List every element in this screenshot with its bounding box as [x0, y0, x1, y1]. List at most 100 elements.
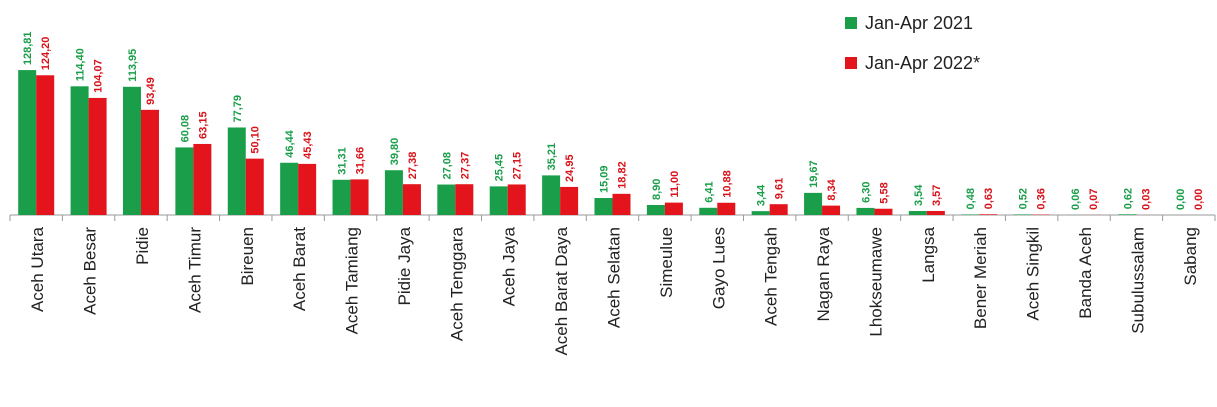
bar-2022-aceh-barat [298, 163, 317, 215]
x-tick-label-aceh-utara: Aceh Utara [28, 226, 47, 312]
legend-item-2021: Jan-Apr 2021 [845, 10, 980, 36]
data-label-2021-subulussalam: 0,62 [1122, 188, 1134, 209]
x-tick-label-gayo-lues: Gayo Lues [709, 227, 728, 309]
x-tick-label-bener-meriah: Bener Meriah [971, 227, 990, 329]
bar-2022-aceh-tamiang [350, 179, 369, 215]
data-label-2021-bener-meriah: 0,48 [965, 188, 977, 209]
bar-2021-aceh-barat [280, 162, 299, 215]
data-label-2021-sabang: 0,00 [1175, 189, 1187, 210]
data-label-2022-aceh-selatan: 18,82 [617, 161, 629, 189]
bar-2021-aceh-jaya [489, 186, 508, 215]
bar-2022-aceh-tengah [769, 204, 788, 215]
bar-2022-aceh-tenggara [455, 184, 474, 215]
bar-2021-aceh-tengah [751, 211, 770, 215]
data-label-2021-lhokseumawe: 6,30 [860, 181, 872, 202]
bar-2021-nagan-raya [804, 192, 823, 215]
bar-2022-aceh-timur [193, 143, 212, 215]
data-label-2021-aceh-jaya: 25,45 [494, 154, 506, 182]
x-tick-label-aceh-besar: Aceh Besar [81, 227, 100, 315]
data-label-2022-aceh-tamiang: 31,66 [355, 147, 367, 175]
data-label-2022-aceh-timur: 63,15 [197, 111, 209, 139]
bar-2022-pidie-jaya [402, 184, 421, 215]
data-label-2022-sabang: 0,00 [1193, 189, 1205, 210]
x-tick-label-banda-aceh: Banda Aceh [1076, 227, 1095, 319]
x-tick-label-aceh-tenggara: Aceh Tenggara [447, 226, 466, 341]
x-tick-label-aceh-barat: Aceh Barat [290, 227, 309, 311]
data-label-2021-aceh-barat-daya: 35,21 [546, 143, 558, 171]
data-label-2022-pidie: 93,49 [145, 77, 157, 105]
legend-swatch-2022 [845, 57, 857, 69]
bar-2022-aceh-jaya [507, 184, 526, 215]
data-label-2022-aceh-jaya: 27,15 [512, 152, 524, 180]
x-tick-label-lhokseumawe: Lhokseumawe [866, 227, 885, 337]
x-tick-label-aceh-singkil: Aceh Singkil [1024, 227, 1043, 321]
bar-2022-simeulue [664, 202, 683, 215]
data-label-2022-langsa: 3,57 [931, 185, 943, 206]
bar-2021-pidie-jaya [384, 170, 403, 215]
x-tick-label-aceh-selatan: Aceh Selatan [605, 227, 624, 328]
data-label-2021-gayo-lues: 6,41 [703, 181, 715, 202]
bar-2021-aceh-barat-daya [542, 175, 561, 215]
x-tick-label-pidie-jaya: Pidie Jaya [395, 226, 414, 305]
data-label-2021-aceh-tenggara: 27,08 [441, 152, 453, 180]
bar-2022-aceh-besar [88, 97, 107, 215]
x-tick-label-aceh-barat-daya: Aceh Barat Daya [552, 226, 571, 355]
bar-2021-aceh-timur [175, 147, 194, 215]
data-label-2021-banda-aceh: 0,06 [1070, 189, 1082, 210]
legend-label-2021: Jan-Apr 2021 [865, 12, 974, 33]
x-tick-label-langsa: Langsa [919, 226, 938, 282]
bar-2021-pidie [122, 86, 141, 216]
data-label-2021-aceh-tengah: 3,44 [756, 184, 768, 206]
x-tick-label-pidie: Pidie [133, 227, 152, 265]
bar-2021-bener-meriah [961, 214, 980, 215]
x-tick-label-aceh-timur: Aceh Timur [185, 227, 204, 313]
x-tick-label-aceh-tamiang: Aceh Tamiang [343, 227, 362, 334]
bar-2021-bireuen [227, 127, 246, 215]
bar-2022-pidie [140, 109, 159, 215]
data-label-2021-aceh-selatan: 15,09 [599, 165, 611, 193]
data-label-2022-aceh-barat-daya: 24,95 [564, 154, 576, 182]
data-label-2021-simeulue: 8,90 [651, 179, 663, 200]
bar-2021-langsa [908, 211, 927, 215]
data-label-2022-simeulue: 11,00 [669, 171, 681, 198]
bar-2022-langsa [926, 210, 945, 215]
bar-2022-nagan-raya [822, 205, 841, 215]
bar-2022-aceh-utara [36, 75, 55, 216]
data-label-2022-aceh-singkil: 0,36 [1036, 188, 1048, 209]
bar-2021-lhokseumawe [856, 207, 875, 215]
x-tick-label-aceh-tengah: Aceh Tengah [762, 227, 781, 326]
x-tick-label-subulussalam: Subulussalam [1128, 227, 1147, 334]
data-label-2022-banda-aceh: 0,07 [1088, 188, 1100, 209]
legend-item-2022: Jan-Apr 2022* [845, 50, 980, 76]
bar-2021-simeulue [646, 204, 665, 215]
bar-2021-aceh-besar [70, 86, 89, 215]
data-label-2021-aceh-timur: 60,08 [179, 115, 191, 143]
data-label-2021-pidie-jaya: 39,80 [389, 138, 401, 166]
bar-2022-bener-meriah [979, 214, 998, 215]
data-label-2022-aceh-tengah: 9,61 [774, 178, 786, 199]
bar-2021-aceh-selatan [594, 198, 613, 215]
legend-swatch-2021 [845, 17, 857, 29]
x-tick-label-bireuen: Bireuen [238, 227, 257, 286]
legend: Jan-Apr 2021 Jan-Apr 2022* [845, 10, 980, 90]
data-label-2021-nagan-raya: 19,67 [808, 160, 820, 188]
bar-2022-aceh-selatan [612, 193, 631, 215]
data-label-2021-pidie: 113,95 [127, 49, 139, 82]
data-label-2021-aceh-singkil: 0,52 [1018, 188, 1030, 209]
data-label-2022-aceh-tenggara: 27,37 [459, 152, 471, 180]
bar-2021-aceh-tenggara [437, 184, 456, 215]
data-label-2022-aceh-barat: 45,43 [302, 131, 314, 159]
data-label-2021-bireuen: 77,79 [232, 95, 244, 123]
bar-2022-gayo-lues [717, 202, 736, 215]
x-tick-label-simeulue: Simeulue [657, 227, 676, 298]
data-label-2022-nagan-raya: 8,34 [826, 178, 838, 200]
legend-label-2022: Jan-Apr 2022* [865, 52, 981, 73]
data-label-2022-lhokseumawe: 5,58 [878, 182, 890, 203]
bar-2022-lhokseumawe [874, 208, 893, 215]
data-label-2022-gayo-lues: 10,88 [721, 170, 733, 198]
data-label-2022-aceh-utara: 124,20 [40, 37, 52, 71]
data-label-2022-bener-meriah: 0,63 [983, 188, 995, 209]
bar-2021-aceh-utara [18, 70, 37, 216]
x-tick-label-nagan-raya: Nagan Raya [814, 226, 833, 321]
